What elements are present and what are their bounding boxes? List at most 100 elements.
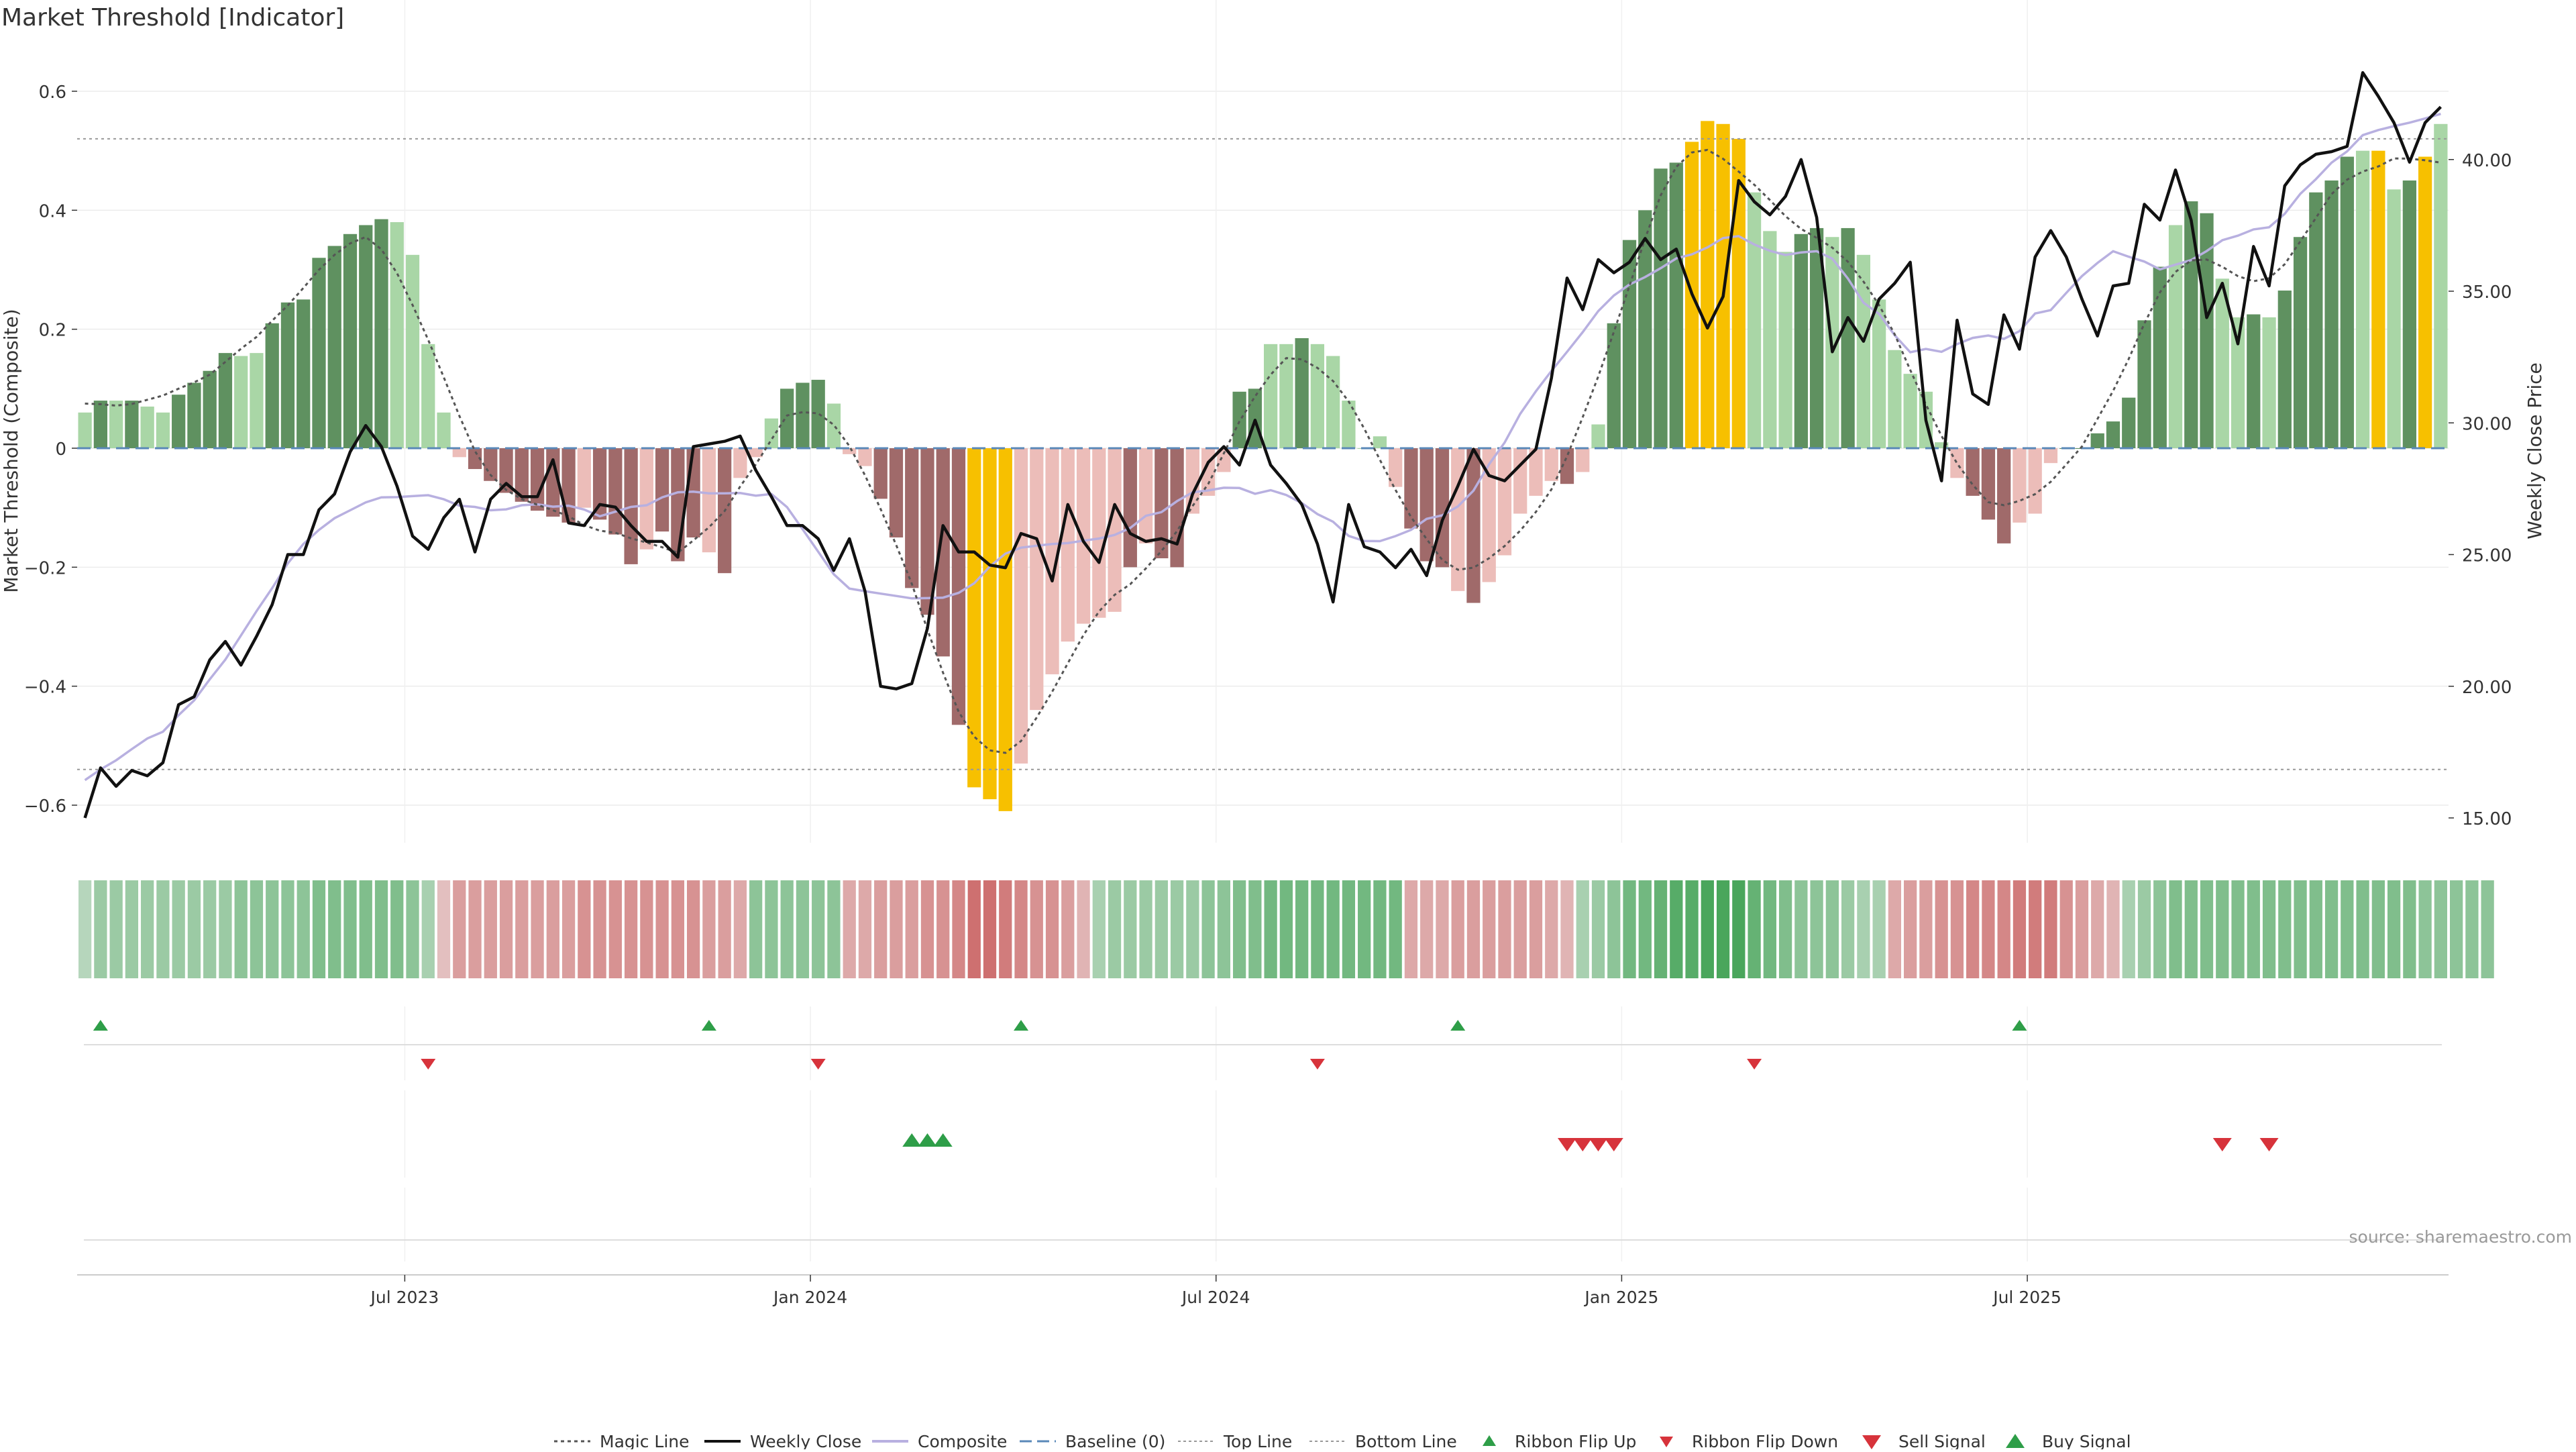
y-tick-label: 0.4 [39, 201, 66, 221]
composite-bar [951, 448, 966, 725]
ribbon-cell [1513, 880, 1527, 978]
composite-bar [109, 401, 123, 448]
composite-bar [2090, 433, 2104, 448]
composite-bar [1654, 168, 1668, 448]
ribbon-flip-down-marker [1747, 1059, 1762, 1070]
ribbon-flip-up-marker [93, 1020, 108, 1031]
svg-text:Top Line: Top Line [1223, 1432, 1292, 1449]
svg-text:Ribbon Flip Down: Ribbon Flip Down [1692, 1432, 1838, 1449]
ribbon-cell [2200, 880, 2214, 978]
legend: Magic Line Weekly Close Composite Baseli… [554, 1432, 2131, 1451]
composite-bar [858, 448, 872, 466]
ribbon-cell [1748, 880, 1761, 978]
composite-bar [1185, 448, 1199, 514]
ribbon-cell [219, 880, 232, 978]
ribbon-cell [843, 880, 856, 978]
ribbon-cell [2450, 880, 2463, 978]
ribbon-cell [936, 880, 950, 978]
svg-text:Baseline (0): Baseline (0) [1065, 1432, 1165, 1449]
svg-text:Weekly Close: Weekly Close [750, 1432, 861, 1449]
ribbon-cell [390, 880, 404, 978]
composite-bar [826, 403, 841, 448]
ribbon-cell [1373, 880, 1387, 978]
composite-bar [515, 448, 529, 502]
ribbon-cell [1982, 880, 1995, 978]
buy-signal-marker [933, 1133, 953, 1147]
composite-bar [140, 406, 154, 448]
ribbon-flip-down-marker [421, 1059, 436, 1070]
ribbon-cell [1186, 880, 1199, 978]
composite-bar [1342, 401, 1356, 448]
ribbon-cell [78, 880, 92, 978]
ribbon-cell [1576, 880, 1589, 978]
y-tick-label: −0.4 [24, 678, 66, 698]
ribbon-cell [546, 880, 559, 978]
composite-bar [203, 370, 217, 448]
composite-bar [764, 418, 779, 448]
composite-bar [2231, 317, 2245, 448]
magic-line [85, 148, 2441, 754]
ribbon-cell [1014, 880, 1028, 978]
ribbon-cell [2247, 880, 2260, 978]
composite-bar [1997, 448, 2011, 543]
ribbon-cell [2153, 880, 2167, 978]
x-tick-label: Jul 2023 [370, 1288, 439, 1307]
ribbon-cell [2091, 880, 2104, 978]
composite-bar [1326, 356, 1340, 448]
composite-bar [297, 299, 311, 448]
composite-bar [1638, 210, 1652, 448]
composite-bar [1809, 227, 1824, 448]
ribbon-cell [1124, 880, 1137, 978]
composite-bar [592, 448, 607, 520]
svg-text:Sell Signal: Sell Signal [1898, 1432, 1986, 1449]
ribbon-cell [952, 880, 965, 978]
sell-signal-marker [2212, 1138, 2232, 1151]
composite-bar [1155, 448, 1169, 559]
composite-bar [780, 388, 794, 448]
legend-bottom-line: Bottom Line [1309, 1432, 1457, 1451]
ribbon-cell [1358, 880, 1371, 978]
composite-bar [1935, 442, 1949, 448]
composite-bar [499, 448, 513, 493]
ribbon-cell [1155, 880, 1168, 978]
ribbon-cell [1483, 880, 1496, 978]
legend-ribbon-flip-down: Ribbon Flip Down [1660, 1432, 1838, 1451]
ribbon-cell [515, 880, 529, 978]
ribbon-cell [1701, 880, 1714, 978]
composite-bar [1763, 231, 1777, 448]
ribbon-cell [531, 880, 544, 978]
ribbon-cell [1217, 880, 1230, 978]
ribbon-cell [1045, 880, 1059, 978]
composite-bar [484, 448, 498, 481]
ribbon-cell [1919, 880, 1933, 978]
ribbon-cell [374, 880, 388, 978]
ribbon-cell [2137, 880, 2151, 978]
ribbon-cell [796, 880, 810, 978]
legend-top-line: Top Line [1178, 1432, 1292, 1451]
y-tick-label: −0.6 [24, 796, 66, 817]
composite-bar [2122, 397, 2136, 448]
y2-tick-label: 40.00 [2462, 151, 2512, 171]
ribbon-cell [1139, 880, 1152, 978]
buy-signal-marker [918, 1133, 937, 1147]
ribbon-cell [1888, 880, 1902, 978]
composite-bar [1138, 448, 1153, 543]
ribbon-cell [141, 880, 154, 978]
ribbon-flip-up-marker [2012, 1020, 2027, 1031]
composite-bar [78, 412, 92, 448]
composite-bar [1451, 448, 1465, 591]
sell-signal-marker [1573, 1138, 1593, 1151]
ribbon-cell [499, 880, 513, 978]
ribbon-cell [1092, 880, 1106, 978]
sell-signal-marker [1589, 1138, 1608, 1151]
y-tick-label: 0.6 [39, 83, 66, 103]
composite-bar [2324, 180, 2339, 448]
ribbon-cell [1264, 880, 1277, 978]
composite-bar [1950, 448, 1964, 478]
composite-bar [577, 448, 591, 508]
ribbon-cell [671, 880, 685, 978]
ribbon-cell [2356, 880, 2369, 978]
ribbon-cell [1498, 880, 1511, 978]
composite-bar [1966, 448, 1980, 496]
